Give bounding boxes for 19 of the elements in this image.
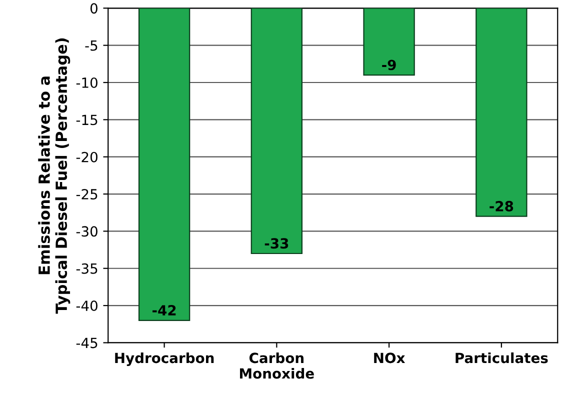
y-tick-label: -45 [76, 338, 98, 348]
y-tick-label: -5 [85, 40, 98, 51]
y-axis-title: Emissions Relative to a Typical Diesel Fuel (Percentage) [38, 38, 70, 314]
y-tick-label: -20 [76, 152, 98, 162]
data-label: -42 [152, 305, 176, 316]
y-tick-label: -15 [76, 114, 98, 126]
x-tick-label: Particulates [456, 352, 548, 364]
y-tick-label: -25 [76, 188, 98, 200]
y-tick-label: -10 [76, 77, 98, 88]
data-label: -28 [490, 200, 514, 212]
x-tick-label: Carbon Monoxide [240, 352, 314, 379]
y-tick-label: -40 [76, 300, 98, 312]
y-tick-label: 0 [90, 3, 98, 14]
x-tick-label: NOx [374, 352, 406, 364]
y-tick-label: -30 [76, 226, 98, 237]
y-tick-label: -35 [76, 263, 98, 274]
x-tick-label: Hydrocarbon [115, 352, 214, 366]
data-label: -9 [382, 60, 396, 70]
data-label: -33 [264, 238, 288, 249]
